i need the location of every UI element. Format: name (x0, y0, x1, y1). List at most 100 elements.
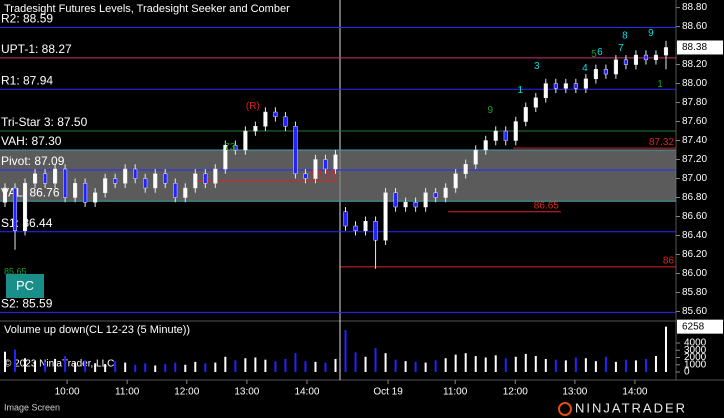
candle-body (563, 83, 568, 89)
annotation: 6 (597, 47, 603, 58)
level-label: R2: 88.59 (1, 12, 53, 26)
volume-bar (54, 358, 57, 372)
volume-bar (644, 358, 647, 372)
candle-body (433, 192, 438, 198)
candle-body (583, 78, 588, 89)
x-tick-label: 12:00 (503, 387, 528, 398)
y-tick-label: 86.80 (682, 192, 707, 203)
volume-bar (144, 363, 147, 372)
volume-bar (314, 361, 317, 372)
volume-bar (154, 365, 157, 372)
last-volume-box (677, 319, 723, 334)
volume-tick-label: 4000 (684, 338, 707, 349)
volume-tick-label: 0 (684, 367, 690, 378)
x-tick-label: 12:00 (174, 387, 199, 398)
volume-bar (304, 361, 307, 372)
candle-body (153, 173, 158, 189)
candle-body (33, 173, 38, 184)
candle-body (2, 187, 8, 203)
candle-body (603, 69, 608, 75)
annotation: 73 (224, 142, 236, 153)
volume-bar (464, 353, 467, 372)
candle-body (513, 121, 518, 141)
candle-body (483, 140, 488, 151)
level-label: VAH: 87.30 (1, 134, 62, 148)
level-label: S2: 85.59 (1, 297, 53, 311)
last-price-box (677, 40, 723, 55)
logo: NINJATRADER (575, 400, 687, 415)
candle-body (12, 187, 18, 231)
volume-bar (384, 353, 387, 372)
badge: PC (16, 278, 34, 293)
volume-bar (374, 348, 377, 372)
volume-bar (394, 359, 397, 372)
volume-bar (4, 351, 7, 372)
volume-bar (124, 362, 127, 372)
candle-body (533, 97, 538, 108)
candle-body (463, 164, 468, 175)
y-tick-label: 87.00 (682, 173, 707, 184)
volume-bar (94, 363, 97, 372)
volume-bar (544, 358, 547, 372)
volume-bar (434, 360, 437, 372)
candle-body (93, 192, 98, 203)
y-tick-label: 87.40 (682, 135, 707, 146)
annotation: 1 (517, 85, 523, 96)
candle-body (663, 47, 669, 56)
candle-body (493, 130, 498, 141)
annotation: 1 (657, 79, 663, 90)
candle-body (543, 83, 548, 99)
candle-body (233, 145, 238, 151)
volume-tick-label: 1000 (684, 359, 707, 370)
candle-body (133, 168, 138, 179)
volume-bar (454, 354, 457, 372)
candle-body (613, 59, 618, 75)
candle-body (473, 149, 478, 165)
candle-body (323, 159, 328, 170)
candle-body (143, 178, 148, 189)
candle-body (193, 173, 198, 189)
candle-body (273, 111, 278, 118)
volume-bar (444, 358, 447, 372)
candle-body (203, 173, 208, 184)
volume-bar (334, 358, 337, 372)
volume-bar (284, 358, 287, 372)
y-tick-label: 87.80 (682, 97, 707, 108)
volume-bar (214, 362, 217, 372)
level-label: Pivot: 87.09 (1, 154, 65, 168)
volume-bar (404, 361, 407, 372)
level-label: UPT-1: 88.27 (1, 42, 72, 56)
level-label: VAL: 86.76 (1, 185, 60, 199)
candle-body (243, 130, 248, 151)
side-note: 85.65 (4, 266, 27, 276)
annotation: 8 (622, 31, 628, 42)
candle-body (413, 202, 418, 208)
volume-bar (524, 353, 527, 372)
plot-layer: R2: 88.59 UPT-1: 88.27 R1: 87.94 Tri-Star 3… (0, 2, 723, 398)
candle-body (83, 183, 88, 203)
y-tick-label: 88.60 (682, 21, 707, 32)
signal-label: 86 (663, 255, 675, 266)
volume-bar (244, 358, 247, 372)
x-tick-label: 11:00 (115, 387, 140, 398)
volume-bar (414, 361, 417, 372)
x-tick-label: 13:00 (562, 387, 587, 398)
candle-body (373, 220, 378, 241)
candle-body (223, 145, 228, 170)
annotation: 4 (582, 63, 588, 74)
volume-bar (494, 355, 497, 372)
volume-bar (654, 356, 657, 372)
candle-body (353, 225, 358, 231)
candle-body (313, 159, 318, 179)
volume-bar (264, 359, 267, 372)
candle-body (183, 187, 188, 198)
candle-body (623, 59, 628, 65)
annotation: 7 (618, 43, 624, 54)
candle-body (343, 211, 348, 227)
candle-body (103, 178, 108, 194)
candle-body (383, 192, 388, 241)
volume-bar (254, 357, 257, 372)
y-tick-label: 86.60 (682, 211, 707, 222)
candle-body (123, 168, 128, 184)
